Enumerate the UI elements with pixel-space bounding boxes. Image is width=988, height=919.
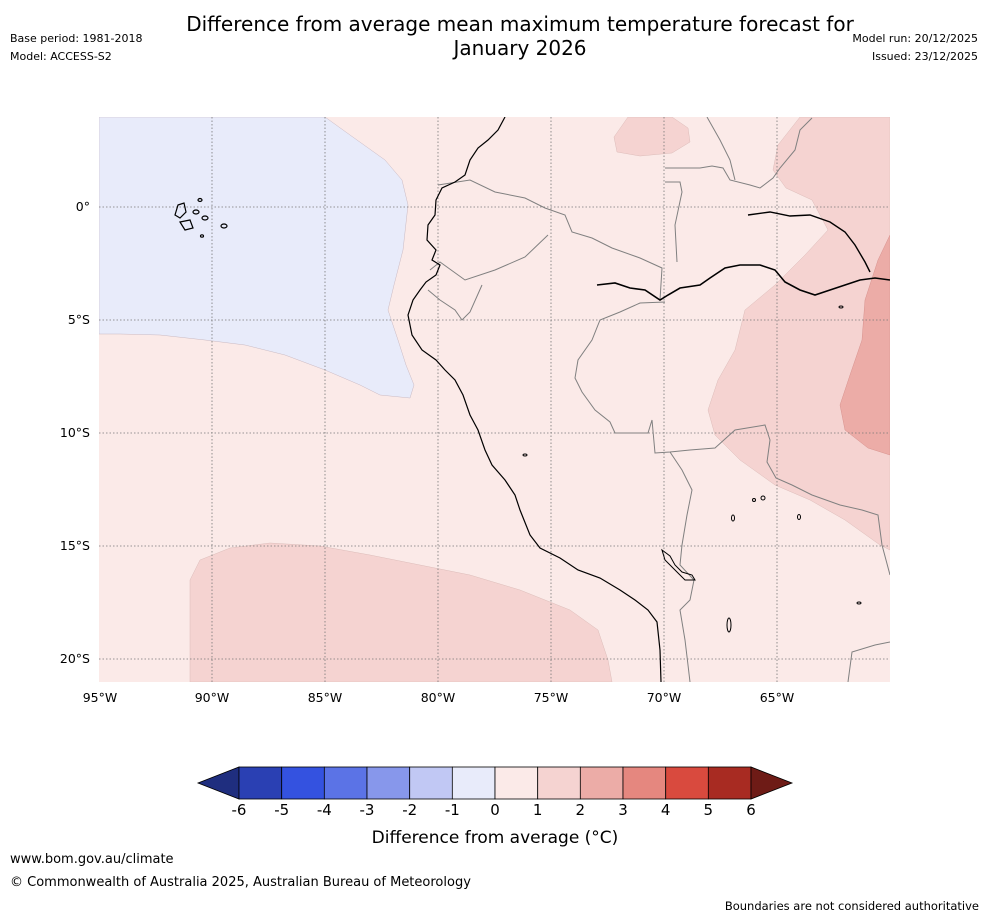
anomaly-1-2-region-east bbox=[707, 117, 890, 551]
anomaly-1-2-region-north bbox=[613, 117, 691, 157]
lat-label-20s: 20°S bbox=[59, 651, 90, 666]
colorbar bbox=[196, 766, 794, 800]
colorbar-segment bbox=[579, 766, 624, 800]
footer-disclaimer: Boundaries are not considered authoritat… bbox=[724, 899, 979, 913]
colorbar-tick: -6 bbox=[231, 801, 247, 819]
footer-copyright: © Commonwealth of Australia 2025, Austra… bbox=[10, 875, 471, 890]
colorbar-segment bbox=[707, 766, 752, 800]
colorbar-tick: 0 bbox=[490, 801, 500, 819]
footer-url: www.bom.gov.au/climate bbox=[10, 852, 174, 867]
title-line-1: Difference from average mean maximum tem… bbox=[186, 12, 854, 36]
colorbar-tick: -5 bbox=[274, 801, 290, 819]
colorbar-extend-high bbox=[750, 766, 794, 800]
lon-label-90w: 90°W bbox=[194, 690, 230, 705]
colorbar-segment bbox=[281, 766, 325, 800]
galapagos-islands bbox=[174, 197, 228, 238]
anomaly-neg1-0-region bbox=[99, 117, 415, 399]
lon-label-75w: 75°W bbox=[533, 690, 569, 705]
anomaly-1-2-region-south bbox=[189, 542, 613, 682]
colorbar-extend-low bbox=[196, 766, 240, 800]
model-name: Model: ACCESS-S2 bbox=[10, 50, 112, 63]
meta-left: Base period: 1981-2018 Model: ACCESS-S2 bbox=[10, 30, 142, 66]
chart-title: Difference from average mean maximum tem… bbox=[150, 12, 890, 60]
colorbar-tick: 3 bbox=[618, 801, 628, 819]
lon-label-65w: 65°W bbox=[759, 690, 795, 705]
issued-date: Issued: 23/12/2025 bbox=[871, 50, 978, 63]
colorbar-tick: 5 bbox=[703, 801, 714, 819]
lat-label-15s: 15°S bbox=[59, 538, 90, 553]
colorbar-segment bbox=[665, 766, 709, 800]
small-lakes bbox=[522, 305, 862, 633]
colorbar-segment bbox=[622, 766, 667, 800]
colorbar-segment bbox=[238, 766, 283, 800]
lon-label-80w: 80°W bbox=[420, 690, 456, 705]
colorbar-segment bbox=[537, 766, 581, 800]
model-run: Model run: 20/12/2025 bbox=[852, 32, 978, 45]
colorbar-segment bbox=[366, 766, 411, 800]
colorbar-tick: 2 bbox=[575, 801, 586, 819]
lon-label-85w: 85°W bbox=[307, 690, 343, 705]
anomaly-2-3-region bbox=[839, 234, 890, 456]
colorbar-segment bbox=[323, 766, 368, 800]
colorbar-tick: 6 bbox=[746, 801, 756, 819]
pacific-coastline bbox=[407, 117, 662, 682]
gridlines bbox=[99, 117, 890, 682]
colorbar-tick: 4 bbox=[660, 801, 671, 819]
colorbar-segment bbox=[494, 766, 539, 800]
amazon-tributary bbox=[747, 211, 871, 273]
title-line-2: January 2026 bbox=[453, 36, 587, 60]
lat-label-5s: 5°S bbox=[67, 312, 90, 327]
colorbar-tick: -2 bbox=[402, 801, 418, 819]
colorbar-title: Difference from average (°C) bbox=[371, 828, 619, 848]
coastlines bbox=[407, 117, 890, 682]
colorbar-tick: -4 bbox=[316, 801, 332, 819]
lat-label-10s: 10°S bbox=[59, 425, 90, 440]
colorbar-tick: -1 bbox=[444, 801, 460, 819]
meta-right: Model run: 20/12/2025 Issued: 23/12/2025 bbox=[852, 30, 978, 66]
lon-label-95w: 95°W bbox=[82, 690, 118, 705]
colorbar-tick: 1 bbox=[532, 801, 543, 819]
colorbar-tick: -3 bbox=[359, 801, 375, 819]
lake-titicaca bbox=[661, 548, 696, 581]
base-period: Base period: 1981-2018 bbox=[10, 32, 143, 45]
colorbar-segment bbox=[409, 766, 453, 800]
lat-label-0: 0° bbox=[75, 199, 90, 214]
colorbar-segment bbox=[451, 766, 496, 800]
lon-label-70w: 70°W bbox=[646, 690, 682, 705]
map-area bbox=[99, 117, 890, 682]
amazon-river bbox=[596, 264, 890, 301]
